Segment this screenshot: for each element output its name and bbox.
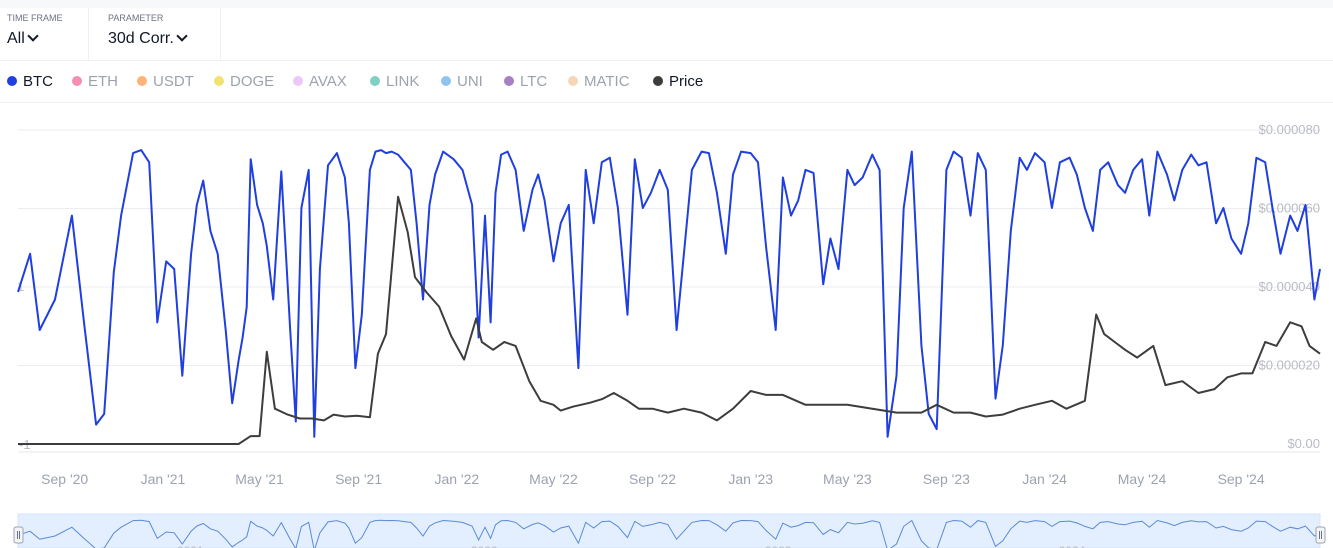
x-tick-label: Sep '23 <box>923 471 970 487</box>
time-frame-label: TIME FRAME <box>7 13 63 23</box>
navigator-year-label: 2022 <box>471 544 498 548</box>
series-line-price <box>18 195 1321 445</box>
legend-label: LTC <box>520 73 548 90</box>
legend-label: Price <box>669 73 704 90</box>
navigator-year-label: 2021 <box>177 544 204 548</box>
legend-item-ltc[interactable]: LTC <box>504 73 547 90</box>
x-tick-label: Sep '20 <box>41 471 88 487</box>
legend-label: AVAX <box>309 73 347 90</box>
x-tick-label: May '22 <box>529 471 578 487</box>
x-tick-label: Sep '21 <box>335 471 382 487</box>
time-frame-control[interactable]: TIME FRAME All <box>0 8 89 60</box>
time-frame-value: All <box>7 30 25 47</box>
y-tick-label-right: $0.000080 <box>1259 122 1320 137</box>
y-tick-label-right: $0.000020 <box>1259 358 1320 373</box>
navigator-year-label: 2023 <box>765 544 792 548</box>
legend-item-doge[interactable]: DOGE <box>214 73 274 90</box>
legend-dot <box>214 76 224 86</box>
y-tick-label-right: $0.000060 <box>1259 201 1320 216</box>
controls-bar: TIME FRAME All PARAMETER 30d Corr. <box>0 8 1333 61</box>
legend-item-price[interactable]: Price <box>653 73 703 90</box>
legend-dot <box>293 76 303 86</box>
legend-item-uni[interactable]: UNI <box>441 73 483 90</box>
legend-dot <box>7 76 17 86</box>
y-tick-label-right: $0.00 <box>1287 436 1320 451</box>
navigator-line <box>17 519 1321 548</box>
legend-dot <box>653 76 663 86</box>
legend-item-matic[interactable]: MATIC <box>568 73 630 90</box>
legend-item-link[interactable]: LINK <box>370 73 419 90</box>
legend-item-eth[interactable]: ETH <box>72 73 118 90</box>
x-tick-label: Jan '21 <box>141 471 186 487</box>
legend-label: BTC <box>23 73 53 90</box>
x-tick-label: May '21 <box>235 471 284 487</box>
series-line-btc <box>17 149 1321 438</box>
legend-dot <box>137 76 147 86</box>
legend-item-avax[interactable]: AVAX <box>293 73 347 90</box>
x-tick-label: May '23 <box>823 471 872 487</box>
y-tick-label-right: $0.000040 <box>1259 279 1320 294</box>
legend-label: LINK <box>386 73 420 90</box>
x-tick-label: Sep '24 <box>1218 471 1265 487</box>
x-tick-label: Sep '22 <box>629 471 676 487</box>
legend-label: ETH <box>88 73 118 90</box>
time-frame-select[interactable]: All <box>7 30 39 48</box>
top-strip <box>0 0 1333 8</box>
parameter-select[interactable]: 30d Corr. <box>108 30 188 48</box>
chart-legend: BTC ETH USDT DOGE AVAX LINK UNI LTC MATI… <box>0 60 1333 103</box>
legend-dot <box>504 76 514 86</box>
legend-label: DOGE <box>230 73 275 90</box>
parameter-label: PARAMETER <box>108 13 164 23</box>
parameter-value: 30d Corr. <box>108 30 174 47</box>
legend-label: MATIC <box>584 73 630 90</box>
parameter-control[interactable]: PARAMETER 30d Corr. <box>88 8 221 60</box>
legend-dot <box>568 76 578 86</box>
legend-label: UNI <box>457 73 483 90</box>
legend-item-usdt[interactable]: USDT <box>137 73 194 90</box>
legend-dot <box>370 76 380 86</box>
navigator-handle[interactable] <box>1315 526 1326 544</box>
navigator-handle[interactable] <box>13 526 24 544</box>
legend-item-btc[interactable]: BTC <box>7 73 53 90</box>
x-tick-label: Jan '24 <box>1022 471 1067 487</box>
x-tick-label: Jan '23 <box>728 471 773 487</box>
x-tick-label: Jan '22 <box>434 471 479 487</box>
legend-dot <box>441 76 451 86</box>
legend-dot <box>72 76 82 86</box>
navigator-year-label: 2024 <box>1059 544 1086 548</box>
navigator-range <box>17 513 1321 548</box>
x-tick-label: May '24 <box>1118 471 1167 487</box>
legend-label: USDT <box>153 73 194 90</box>
